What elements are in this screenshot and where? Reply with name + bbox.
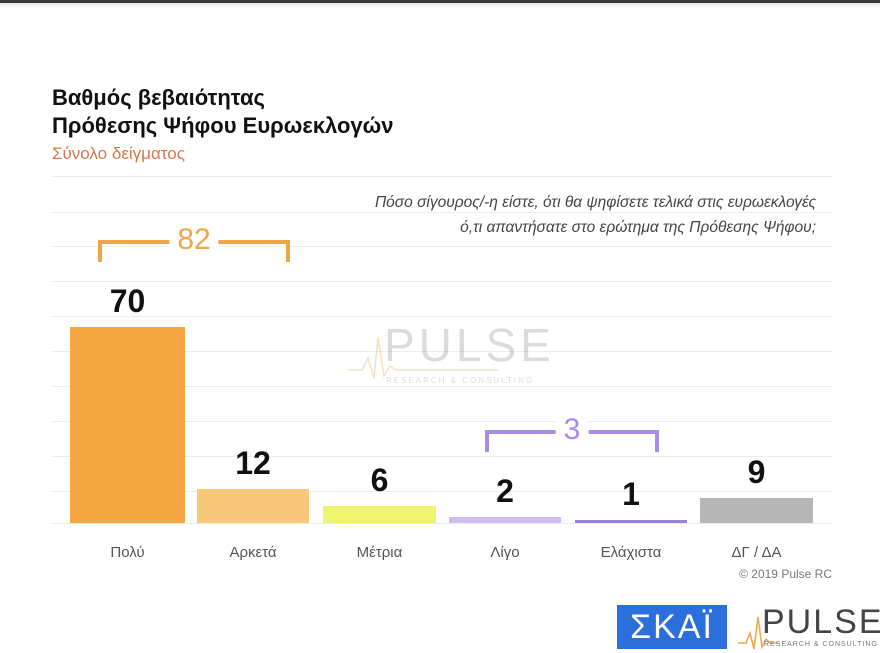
chart-title: Βαθμός βεβαιότητας Πρόθεσης Ψήφου Ευρωεκ…	[52, 84, 393, 140]
bar-value-label: 70	[109, 283, 146, 319]
bracket-high-total: 82	[98, 224, 290, 262]
top-border	[0, 0, 880, 3]
title-line-1: Βαθμός βεβαιότητας	[52, 85, 265, 110]
bar-value-label: 9	[747, 454, 766, 490]
category-label: Πολύ	[110, 544, 145, 561]
question-line-1: Πόσο σίγουρος/-η είστε, ότι θα ψηφίσετε …	[374, 194, 816, 211]
gridline	[52, 523, 832, 524]
pulse-logo-subtext: RESEARCH & CONSULTING	[764, 641, 878, 648]
bar	[700, 498, 813, 523]
bracket-low-label: 3	[555, 414, 589, 446]
bar-value-label: 6	[370, 462, 389, 498]
pulse-watermark: PULSE RESEARCH & CONSULTING	[348, 318, 551, 388]
category-label: Αρκετά	[229, 544, 277, 561]
category-label: Ελάχιστα	[600, 544, 662, 561]
heartbeat-icon	[738, 616, 778, 650]
title-line-2: Πρόθεσης Ψήφου Ευρωεκλογών	[52, 113, 394, 138]
top-shadow	[0, 3, 880, 8]
heartbeat-icon	[348, 337, 498, 379]
bar-value-label: 2	[496, 473, 514, 509]
category-label: Μέτρια	[356, 544, 403, 561]
bar	[323, 506, 436, 523]
gridline	[52, 386, 832, 387]
gridline	[52, 456, 832, 457]
skai-logo: ΣΚΑΪ	[617, 605, 727, 649]
gridline	[52, 491, 832, 492]
bar-value-label: 1	[622, 476, 640, 512]
gridline	[52, 316, 832, 317]
gridline	[52, 176, 832, 177]
bar	[70, 327, 185, 523]
gridline	[52, 212, 832, 213]
gridline	[52, 246, 832, 247]
watermark-subtext: RESEARCH & CONSULTING	[386, 376, 535, 385]
copyright: © 2019 Pulse RC	[739, 567, 832, 581]
gridline	[52, 351, 832, 352]
bracket-high-label: 82	[169, 224, 219, 256]
bar	[197, 489, 309, 523]
pulse-logo: PULSE RESEARCH & CONSULTING	[738, 603, 880, 651]
survey-question: Πόσο σίγουρος/-η είστε, ότι θα ψηφίσετε …	[216, 190, 816, 240]
gridline	[52, 281, 832, 282]
bracket-low-total: 3	[485, 414, 659, 452]
question-line-2: ό,τι απαντήσατε στο ερώτημα της Πρόθεσης…	[460, 219, 816, 236]
pulse-logo-text: PULSE	[762, 603, 880, 641]
category-label: Λίγο	[490, 544, 520, 561]
watermark-text: PULSE	[384, 319, 555, 371]
bar	[575, 520, 687, 523]
chart-subtitle: Σύνολο δείγματος	[52, 144, 185, 163]
gridline	[52, 421, 832, 422]
bar	[449, 517, 561, 523]
category-label: ΔΓ / ΔΑ	[731, 544, 782, 561]
bar-value-label: 12	[235, 445, 271, 481]
